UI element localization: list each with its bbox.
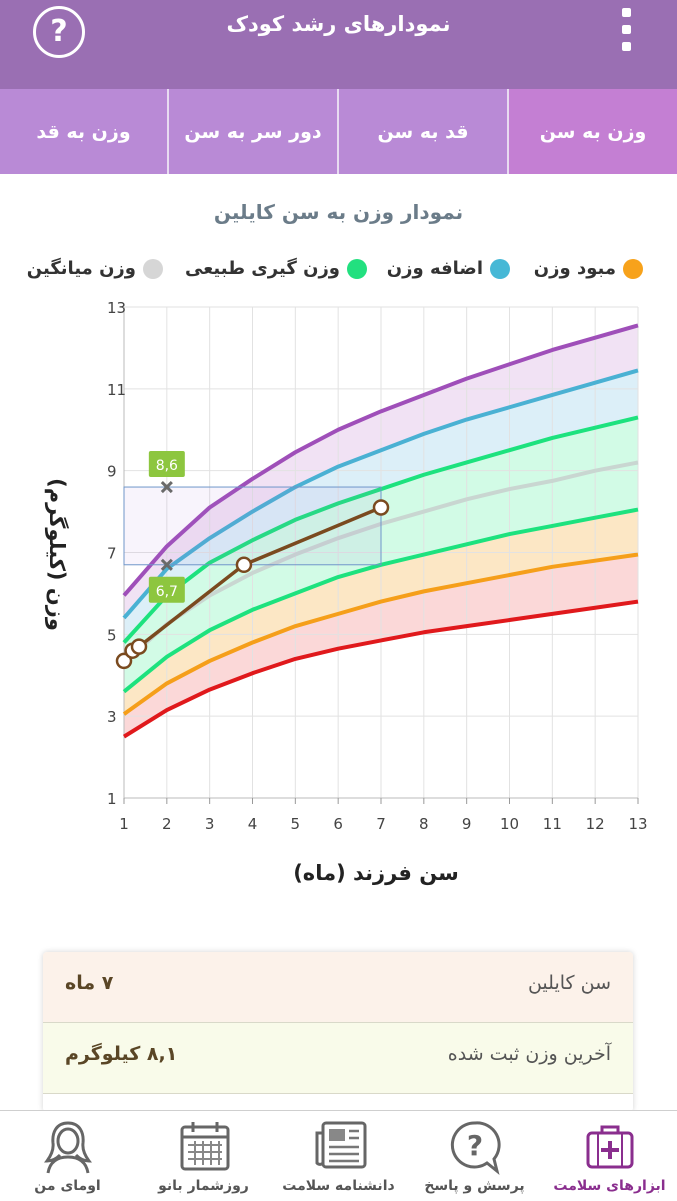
- y-tick-label: 7: [107, 545, 117, 563]
- y-tick-label: 5: [107, 626, 117, 644]
- app-header: نمودارهای رشد کودک ?: [0, 0, 677, 89]
- tab-divider: [337, 89, 339, 174]
- calendar-icon: [180, 1122, 230, 1171]
- svg-text:?: ?: [467, 1129, 483, 1162]
- series-line: [122, 599, 639, 739]
- x-tick-label: 3: [205, 815, 215, 833]
- nav-encyclopedia[interactable]: دانشنامه سلامت: [271, 1111, 406, 1201]
- y-tick-label: 9: [107, 463, 117, 481]
- nav-calendar[interactable]: روزشمار بانو: [136, 1111, 271, 1201]
- legend-dot: [347, 258, 367, 279]
- info-value: ۷ ماه: [65, 972, 114, 994]
- series-line: [122, 552, 639, 716]
- tab-weight-age[interactable]: وزن به سن: [509, 89, 677, 174]
- marker-label-box: [148, 576, 185, 603]
- legend-overweight[interactable]: اضافه وزن: [387, 258, 510, 279]
- highlight-box: [123, 486, 382, 566]
- nav-label: روزشمار بانو: [158, 1178, 249, 1194]
- info-key: سن کایلین: [527, 972, 611, 994]
- x-tick-label: 2: [162, 815, 172, 833]
- row-divider: [43, 1093, 633, 1094]
- series-line: [122, 323, 639, 597]
- nav-label: دانشنامه سلامت: [282, 1178, 395, 1194]
- series-line: [122, 368, 639, 620]
- y-tick-label: 13: [107, 299, 126, 317]
- marker-label: 8,6: [156, 458, 178, 474]
- tab-height-age[interactable]: قد به سن: [377, 120, 469, 143]
- x-axis-title: سن فرزند (ماه): [293, 861, 459, 885]
- nav-questions[interactable]: ? پرسش و پاسخ: [407, 1111, 542, 1201]
- x-tick-label: 4: [248, 815, 258, 833]
- marker-label: 6,7: [156, 584, 178, 600]
- row-divider: [43, 1022, 633, 1023]
- legend-underweight[interactable]: مبود وزن: [534, 258, 643, 279]
- legend-label: وزن گیری طبیعی: [185, 258, 340, 279]
- info-key: آخرین وزن ثبت شده: [447, 1043, 611, 1065]
- marker-x: [160, 558, 173, 571]
- bottom-nav: ابزارهای سلامت ? پرسش و پاسخ دانشنامه سل…: [0, 1110, 677, 1201]
- child-weight-point: [235, 556, 253, 574]
- x-tick-label: 10: [500, 815, 519, 833]
- nav-label: ابزارهای سلامت: [553, 1178, 666, 1194]
- x-tick-label: 12: [586, 815, 605, 833]
- legend-label: اضافه وزن: [386, 258, 483, 279]
- child-weight-point: [372, 499, 390, 516]
- x-tick-label: 7: [376, 815, 386, 833]
- x-tick-label: 9: [462, 815, 472, 833]
- marker-label-box: [148, 451, 185, 478]
- x-tick-label: 11: [543, 815, 562, 833]
- y-axis-title: وزن (کیلوگرم): [45, 478, 70, 631]
- tab-divider: [167, 89, 169, 174]
- chart-tabs: وزن به سن قد به سن دور سر به سن وزن به ق…: [0, 89, 677, 174]
- question-bubble-icon: ?: [450, 1121, 501, 1175]
- info-card: سن کایلین ۷ ماه آخرین وزن ثبت شده ۸,۱ کی…: [43, 952, 633, 1112]
- legend-label: مبود وزن: [533, 258, 616, 279]
- x-tick-label: 13: [628, 815, 647, 833]
- x-tick-label: 8: [419, 815, 429, 833]
- legend-normal[interactable]: وزن گیری طبیعی: [185, 258, 367, 279]
- chart-title: نمودار وزن به سن کایلین: [213, 200, 464, 224]
- x-tick-label: 5: [291, 815, 301, 833]
- child-weight-point: [115, 652, 133, 670]
- y-tick-label: 1: [107, 790, 117, 808]
- legend-dot: [143, 258, 163, 279]
- more-vert-icon[interactable]: [614, 6, 638, 54]
- tab-head-age[interactable]: دور سر به سن: [184, 120, 322, 143]
- nav-profile[interactable]: اومای من: [0, 1111, 135, 1201]
- legend-label: وزن میانگین: [26, 258, 136, 279]
- nav-label: اومای من: [34, 1178, 101, 1194]
- chart-legend: مبود وزن اضافه وزن وزن گیری طبیعی وزن می…: [0, 258, 677, 290]
- page-title: نمودارهای رشد کودک: [226, 12, 451, 36]
- marker-x: [160, 480, 173, 494]
- newspaper-icon: [315, 1121, 367, 1169]
- child-weight-point: [130, 638, 148, 655]
- help-icon[interactable]: ?: [33, 6, 85, 58]
- tab-weight-height[interactable]: وزن به قد: [36, 120, 131, 143]
- legend-average[interactable]: وزن میانگین: [27, 258, 163, 279]
- info-value: ۸,۱ کیلوگرم: [65, 1043, 178, 1065]
- legend-dot: [490, 258, 510, 279]
- info-row-age: سن کایلین ۷ ماه: [43, 952, 633, 1022]
- tab-divider: [507, 89, 509, 174]
- legend-dot: [623, 258, 643, 279]
- nav-label: پرسش و پاسخ: [424, 1178, 525, 1194]
- x-tick-label: 1: [119, 815, 129, 833]
- profile-woman-icon: [43, 1121, 93, 1174]
- info-row-weight: آخرین وزن ثبت شده ۸,۱ کیلوگرم: [43, 1023, 633, 1093]
- x-tick-label: 6: [333, 815, 343, 833]
- y-tick-label: 11: [107, 381, 126, 399]
- nav-health-tools[interactable]: ابزارهای سلامت: [542, 1111, 677, 1201]
- y-tick-label: 3: [107, 708, 117, 726]
- medical-kit-icon: [586, 1125, 634, 1169]
